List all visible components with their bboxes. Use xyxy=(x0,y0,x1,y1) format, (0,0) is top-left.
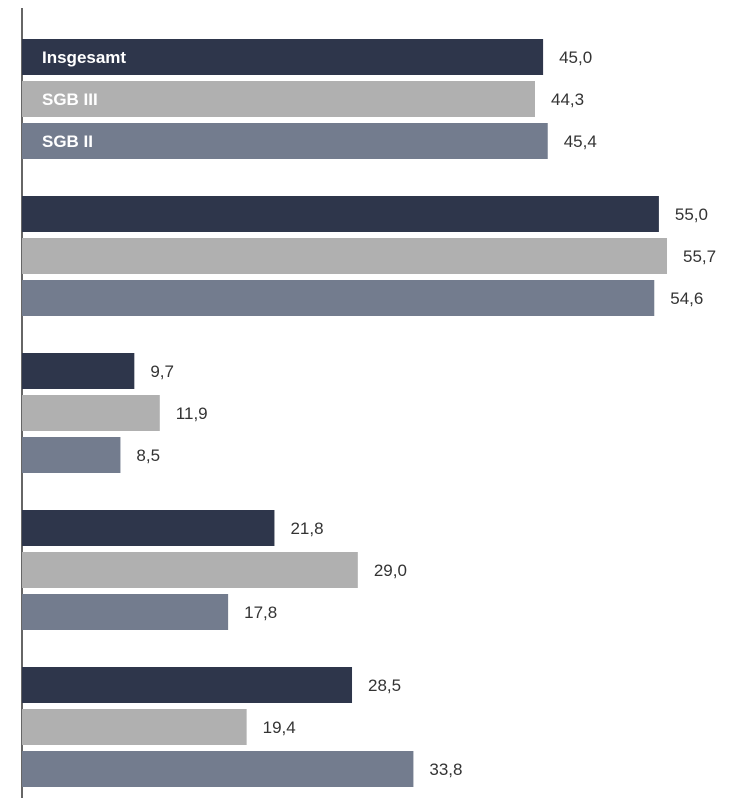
legend-label-series-1: Insgesamt xyxy=(42,48,126,67)
bar-group-2-series-1 xyxy=(22,196,659,232)
bar-group-4-series-3 xyxy=(22,594,229,630)
data-label-group-5-series-3: 33,8 xyxy=(429,760,462,779)
data-label-group-4-series-2: 29,0 xyxy=(374,561,407,580)
bar-group-3-series-2 xyxy=(22,395,160,431)
bar-group-3-series-3 xyxy=(22,437,121,473)
data-label-group-2-series-3: 54,6 xyxy=(670,289,703,308)
data-label-group-4-series-1: 21,8 xyxy=(290,519,323,538)
data-label-group-2-series-2: 55,7 xyxy=(683,247,716,266)
data-label-group-3-series-3: 8,5 xyxy=(136,446,160,465)
bar-group-5-series-1 xyxy=(22,667,353,703)
data-label-group-1-series-3: 45,4 xyxy=(564,132,597,151)
bar-group-5-series-2 xyxy=(22,709,247,745)
bar-group-2-series-3 xyxy=(22,280,655,316)
data-label-group-2-series-1: 55,0 xyxy=(675,205,708,224)
bar-group-1-series-1 xyxy=(22,39,544,75)
bar-group-1-series-2 xyxy=(22,81,535,117)
data-label-group-5-series-1: 28,5 xyxy=(368,676,401,695)
bar-group-1-series-3 xyxy=(22,123,548,159)
legend-label-series-2: SGB III xyxy=(42,90,98,109)
bar-group-3-series-1 xyxy=(22,353,135,389)
legend-label-series-3: SGB II xyxy=(42,132,93,151)
data-label-group-1-series-2: 44,3 xyxy=(551,90,584,109)
bar-group-5-series-3 xyxy=(22,751,414,787)
data-label-group-3-series-1: 9,7 xyxy=(150,362,174,381)
data-label-group-3-series-2: 11,9 xyxy=(176,404,208,423)
data-label-group-1-series-1: 45,0 xyxy=(559,48,592,67)
data-label-group-5-series-2: 19,4 xyxy=(263,718,296,737)
data-label-group-4-series-3: 17,8 xyxy=(244,603,277,622)
bar-group-2-series-2 xyxy=(22,238,668,274)
bar-group-4-series-1 xyxy=(22,510,275,546)
bar-group-4-series-2 xyxy=(22,552,358,588)
